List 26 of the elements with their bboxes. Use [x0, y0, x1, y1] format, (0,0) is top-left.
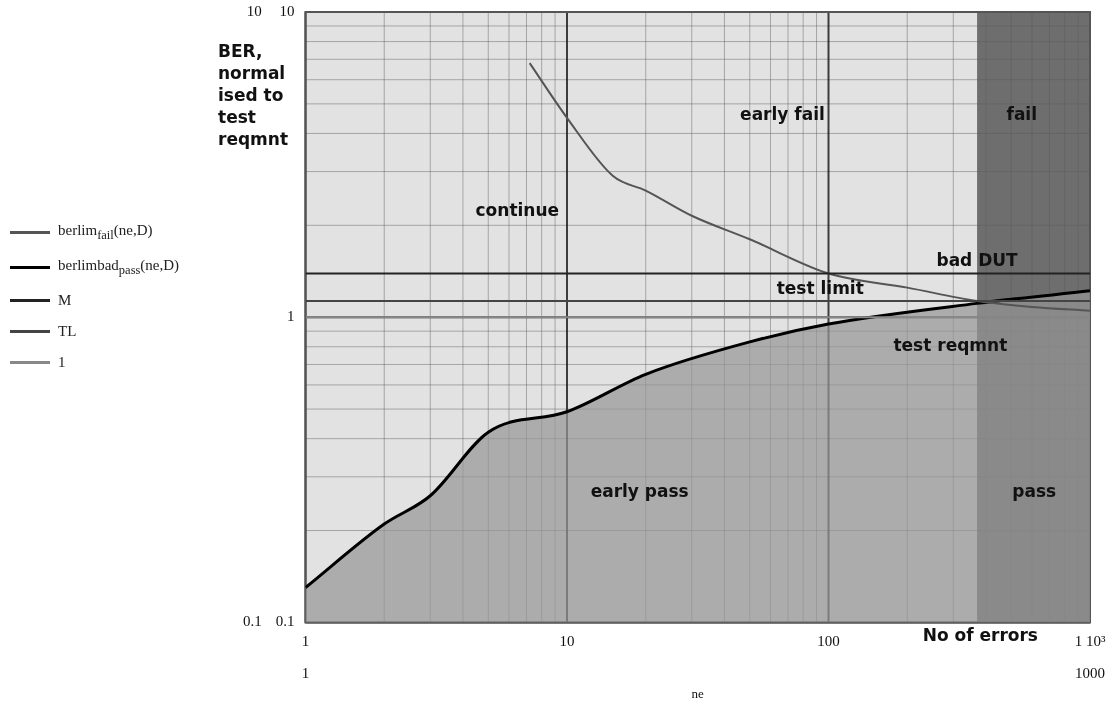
x-tick-label: 1 10³	[1074, 633, 1106, 650]
annotation: bad DUT	[936, 250, 1019, 271]
annotation: test reqmnt	[893, 334, 1008, 355]
annotation: fail	[1006, 104, 1038, 125]
y-tick-label: 10	[279, 2, 295, 19]
legend-label: M	[58, 292, 72, 309]
legend-label: berlimbad$_{pass}$(ne,D)	[58, 257, 180, 278]
y2-axis-title: BER, normal ised to test reqmnt	[218, 40, 290, 150]
legend-label: berlim$_{fail}$(ne,D)	[58, 222, 153, 243]
legend-label: TL	[58, 323, 77, 340]
y-tick-label: 1	[287, 308, 295, 325]
x2-tick-label: 1000	[1075, 665, 1105, 682]
y2-tick-label: 0.1	[243, 613, 262, 630]
annotation: continue	[475, 200, 560, 221]
x-tick-label: 100	[817, 633, 840, 650]
legend-label: 1	[58, 354, 66, 371]
y2-tick-label: 10	[246, 2, 262, 19]
annotation: early pass	[590, 480, 689, 501]
text: No of errors	[922, 625, 1038, 646]
x-axis-title: ne	[691, 685, 705, 701]
x-tick-label: 10	[559, 633, 575, 650]
x-tick-label: 1	[301, 633, 310, 650]
x2-tick-label: 1	[301, 665, 310, 682]
annotation: early fail	[740, 104, 825, 125]
y-tick-label: 0.1	[275, 613, 295, 630]
annotation: pass	[1012, 480, 1057, 501]
